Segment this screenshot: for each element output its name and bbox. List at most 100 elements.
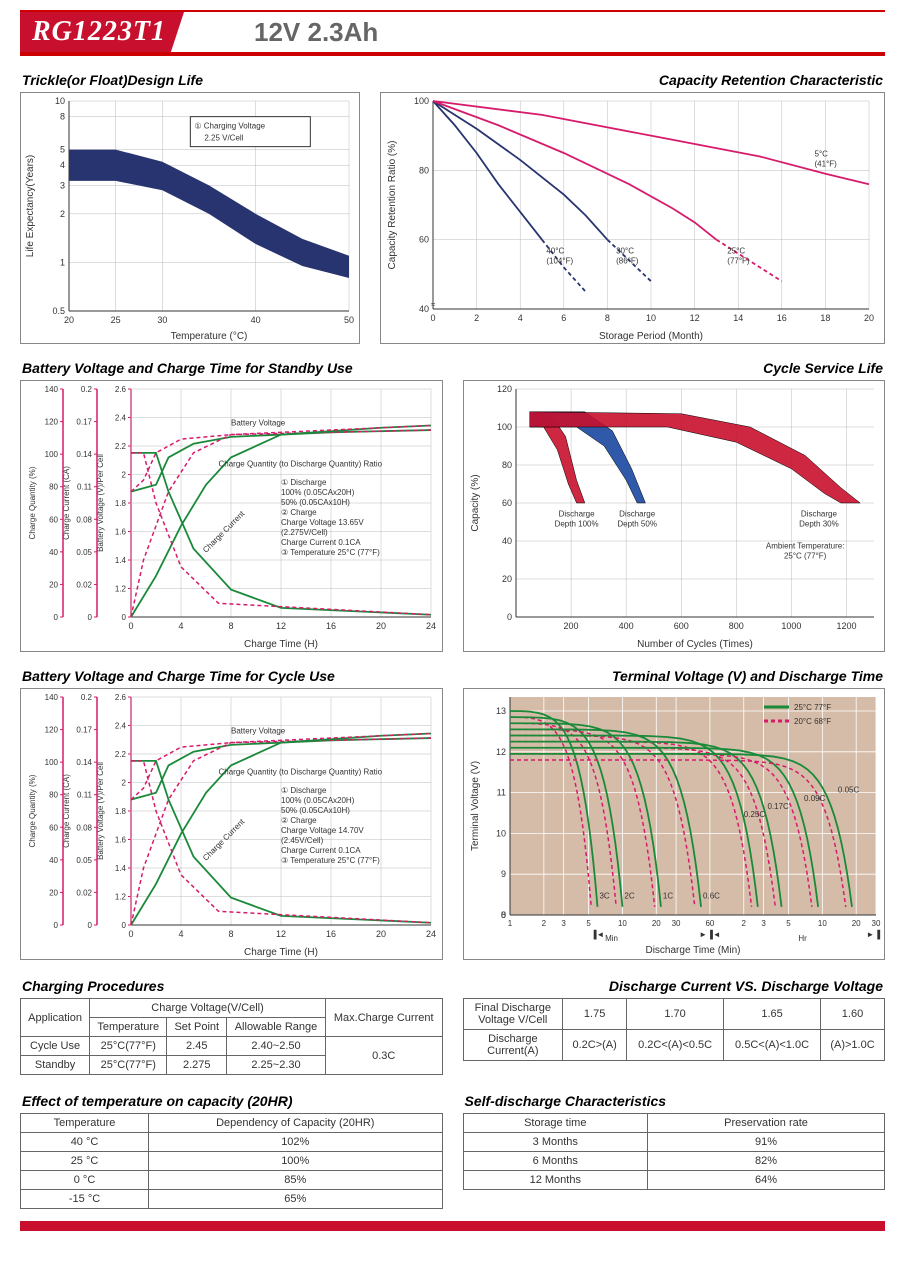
svg-text:Discharge: Discharge <box>619 509 656 518</box>
svg-text:100: 100 <box>414 96 429 106</box>
svg-text:20: 20 <box>651 919 660 928</box>
svg-text:0.5: 0.5 <box>52 306 65 316</box>
svg-text:10: 10 <box>617 919 626 928</box>
svg-text:5: 5 <box>786 919 791 928</box>
svg-text:3: 3 <box>60 180 65 190</box>
svg-text:10: 10 <box>817 919 826 928</box>
svg-text:14: 14 <box>733 313 743 323</box>
svg-text:8: 8 <box>228 621 233 631</box>
svg-text:10: 10 <box>495 828 505 838</box>
svg-text:25°C 77°F: 25°C 77°F <box>794 703 831 712</box>
svg-text:③ Temperature 25°C (77°F): ③ Temperature 25°C (77°F) <box>281 856 380 865</box>
svg-text:120: 120 <box>45 726 59 735</box>
svg-text:1.6: 1.6 <box>115 528 127 537</box>
svg-text:Discharge: Discharge <box>558 509 595 518</box>
table-charging-title: Charging Procedures <box>22 978 441 994</box>
svg-text:① Discharge: ① Discharge <box>281 786 327 795</box>
svg-text:20: 20 <box>64 315 74 325</box>
svg-text:60: 60 <box>49 515 58 524</box>
svg-text:20°C 68°F: 20°C 68°F <box>794 717 831 726</box>
svg-text:8: 8 <box>228 929 233 939</box>
svg-text:60: 60 <box>705 919 714 928</box>
svg-text:≈: ≈ <box>431 300 436 309</box>
svg-text:140: 140 <box>45 693 59 702</box>
svg-text:11: 11 <box>496 788 505 798</box>
svg-text:0.05: 0.05 <box>76 856 92 865</box>
svg-text:0.14: 0.14 <box>76 758 92 767</box>
table-charging: ApplicationCharge Voltage(V/Cell)Max.Cha… <box>20 998 443 1075</box>
svg-text:80: 80 <box>419 165 429 175</box>
svg-text:2C: 2C <box>624 892 634 901</box>
header: RG1223T1 12V 2.3Ah <box>20 10 885 56</box>
svg-text:40: 40 <box>419 304 429 314</box>
svg-text:►▐◄: ►▐◄ <box>699 929 721 940</box>
svg-text:Life Expectancy(Years): Life Expectancy(Years) <box>25 155 36 257</box>
svg-text:4: 4 <box>60 160 65 170</box>
svg-text:20: 20 <box>49 580 58 589</box>
svg-text:Capacity (%): Capacity (%) <box>470 474 481 531</box>
svg-text:▐◄: ▐◄ <box>590 929 604 940</box>
svg-text:120: 120 <box>45 418 59 427</box>
svg-text:12: 12 <box>276 621 286 631</box>
svg-text:1C: 1C <box>662 892 672 901</box>
svg-text:Depth 30%: Depth 30% <box>799 519 839 528</box>
svg-text:Charge Current 0.1CA: Charge Current 0.1CA <box>281 846 361 855</box>
svg-text:16: 16 <box>777 313 787 323</box>
svg-text:1.2: 1.2 <box>115 585 127 594</box>
svg-text:2: 2 <box>474 313 479 323</box>
svg-text:Charge Quantity (%): Charge Quantity (%) <box>28 466 37 539</box>
svg-text:60: 60 <box>501 498 511 508</box>
svg-text:12: 12 <box>495 747 505 757</box>
svg-text:2: 2 <box>541 919 546 928</box>
svg-text:25: 25 <box>111 315 121 325</box>
svg-text:Depth 50%: Depth 50% <box>617 519 657 528</box>
svg-text:30: 30 <box>671 919 680 928</box>
svg-text:2.2: 2.2 <box>115 750 127 759</box>
svg-text:3C: 3C <box>599 892 609 901</box>
svg-text:1.4: 1.4 <box>115 556 127 565</box>
chart3-frame: 01.21.41.61.822.22.42.6Battery Voltage (… <box>20 380 443 652</box>
svg-text:0.11: 0.11 <box>77 791 93 800</box>
svg-text:8: 8 <box>605 313 610 323</box>
svg-text:8: 8 <box>60 112 65 122</box>
svg-text:Charge Voltage 13.65V: Charge Voltage 13.65V <box>281 518 364 527</box>
svg-text:(41°F): (41°F) <box>815 159 838 168</box>
svg-text:3: 3 <box>761 919 766 928</box>
svg-text:Discharge Time (Min): Discharge Time (Min) <box>645 945 740 956</box>
svg-text:2.4: 2.4 <box>115 414 127 423</box>
chart2-title: Capacity Retention Characteristic <box>382 72 883 88</box>
svg-text:50% (0.05CAx10H): 50% (0.05CAx10H) <box>281 498 350 507</box>
svg-text:100% (0.05CAx20H): 100% (0.05CAx20H) <box>281 488 355 497</box>
svg-text:0.09C: 0.09C <box>804 794 826 803</box>
svg-text:40: 40 <box>501 536 511 546</box>
svg-text:Ambient Temperature:: Ambient Temperature: <box>765 542 844 551</box>
svg-text:10: 10 <box>55 96 65 106</box>
svg-text:30°C: 30°C <box>616 247 634 256</box>
svg-text:Battery Voltage: Battery Voltage <box>231 726 286 735</box>
svg-text:100% (0.05CAx20H): 100% (0.05CAx20H) <box>281 796 355 805</box>
svg-text:0.08: 0.08 <box>76 515 92 524</box>
svg-text:1.8: 1.8 <box>115 807 127 816</box>
svg-text:2.6: 2.6 <box>115 385 127 394</box>
svg-text:2: 2 <box>122 779 127 788</box>
svg-text:4: 4 <box>178 621 183 631</box>
svg-text:0.08: 0.08 <box>76 823 92 832</box>
svg-text:50: 50 <box>344 315 354 325</box>
chart1-title: Trickle(or Float)Design Life <box>22 72 358 88</box>
svg-text:(104°F): (104°F) <box>546 257 573 266</box>
svg-text:20: 20 <box>864 313 874 323</box>
svg-text:20: 20 <box>376 929 386 939</box>
svg-text:0.14: 0.14 <box>76 450 92 459</box>
svg-text:3: 3 <box>561 919 566 928</box>
svg-text:Battery Voltage: Battery Voltage <box>231 418 286 427</box>
svg-text:2: 2 <box>741 919 746 928</box>
svg-text:80: 80 <box>49 483 58 492</box>
svg-text:6: 6 <box>561 313 566 323</box>
svg-text:2.4: 2.4 <box>115 722 127 731</box>
svg-text:② Charge: ② Charge <box>281 508 317 517</box>
svg-text:24: 24 <box>426 929 436 939</box>
svg-text:40°C: 40°C <box>546 247 564 256</box>
svg-text:9: 9 <box>500 869 505 879</box>
svg-text:0: 0 <box>88 613 93 622</box>
svg-text:0: 0 <box>122 921 127 930</box>
